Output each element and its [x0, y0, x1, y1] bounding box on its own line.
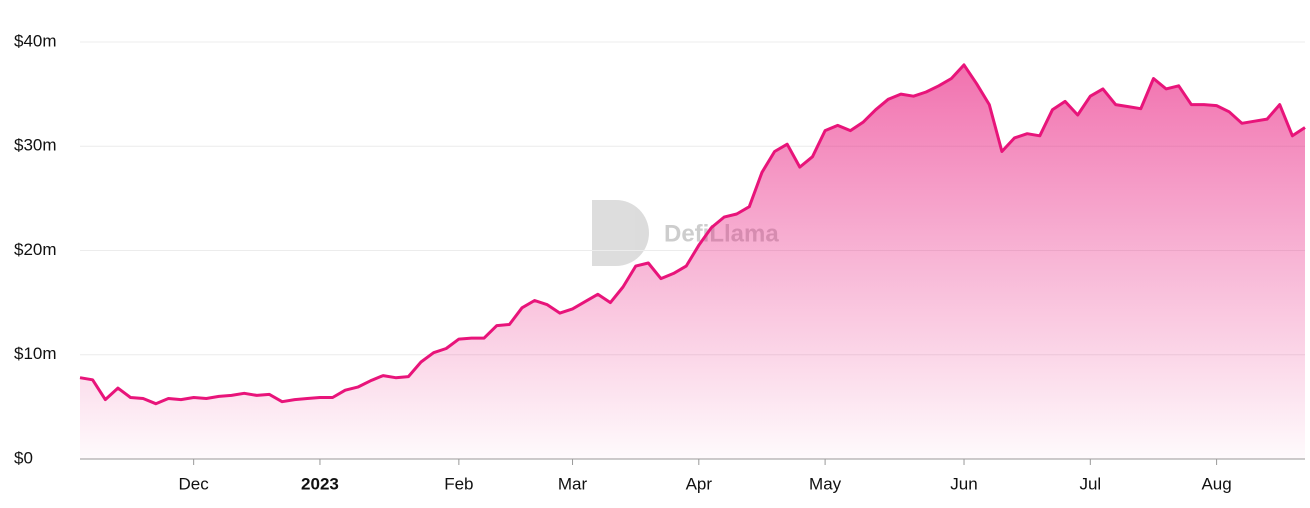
x-tick-label: Jul	[1079, 474, 1101, 493]
y-tick-label: $10m	[14, 344, 57, 363]
y-tick-label: $0	[14, 448, 33, 467]
x-tick-label: Aug	[1201, 474, 1231, 493]
x-tick-label: Jun	[950, 474, 977, 493]
x-tick-label: Dec	[179, 474, 210, 493]
y-tick-label: $30m	[14, 136, 57, 155]
line	[79, 63, 1306, 406]
x-tick-label: 2023	[301, 474, 339, 493]
x-tick-label: Mar	[558, 474, 588, 493]
x-tick-label: May	[809, 474, 842, 493]
y-tick-label: $20m	[14, 240, 57, 259]
y-tick-label: $40m	[14, 31, 57, 50]
x-tick-label: Feb	[444, 474, 473, 493]
watermark-logo	[592, 200, 649, 266]
area-fill	[80, 64, 1305, 460]
x-tick-label: Apr	[686, 474, 713, 493]
